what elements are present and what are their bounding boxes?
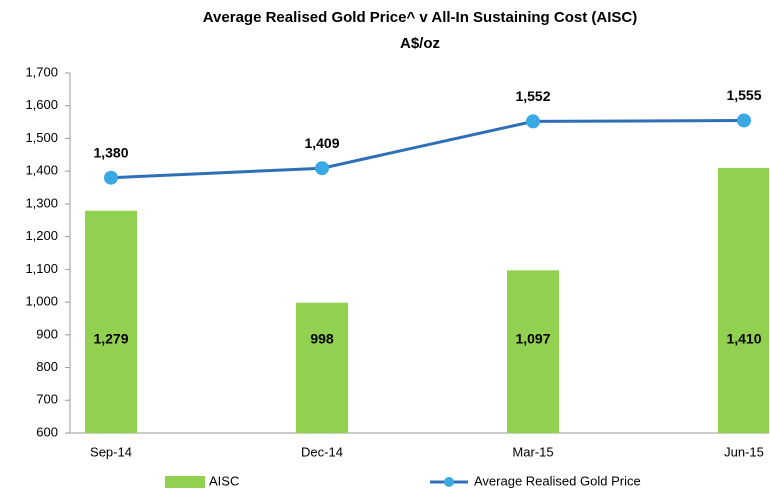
y-tick-label: 1,700	[25, 64, 58, 79]
x-tick-label: Mar-15	[512, 444, 553, 459]
bar	[85, 210, 137, 433]
chart-title: Average Realised Gold Price^ v All-In Su…	[203, 9, 637, 26]
x-tick-label: Jun-15	[724, 444, 764, 459]
y-tick-label: 1,200	[25, 228, 58, 243]
x-tick-label: Sep-14	[90, 444, 132, 459]
line-marker	[526, 114, 540, 129]
y-tick-label: 1,600	[25, 97, 58, 112]
line-marker	[104, 170, 118, 185]
line-value-label: 1,409	[304, 135, 339, 151]
bar-value-label: 1,279	[93, 331, 128, 347]
y-tick-label: 1,400	[25, 163, 58, 178]
line	[110, 118, 745, 180]
line-marker	[315, 161, 329, 176]
legend-marker	[444, 477, 454, 487]
chart-subtitle: A$/oz	[400, 35, 440, 52]
y-tick-label: 1,500	[25, 130, 58, 145]
y-tick-label: 1,300	[25, 195, 58, 210]
bar-value-label: 1,097	[515, 331, 550, 347]
y-tick-label: 800	[36, 359, 58, 374]
y-tick-label: 700	[36, 392, 58, 407]
line-value-label: 1,380	[93, 144, 128, 160]
y-tick-label: 600	[36, 424, 58, 439]
y-tick-label: 1,000	[25, 294, 58, 309]
bar	[718, 167, 769, 433]
line-value-label: 1,552	[515, 88, 550, 104]
y-tick-label: 1,100	[25, 261, 58, 276]
legend-label: AISC	[209, 473, 239, 488]
y-tick-label: 900	[36, 326, 58, 341]
line-marker	[737, 113, 751, 128]
bar	[296, 302, 348, 433]
bar	[507, 270, 559, 433]
bar-value-label: 1,410	[726, 331, 761, 347]
legend-swatch	[165, 476, 205, 488]
legend-label: Average Realised Gold Price	[474, 473, 641, 488]
x-tick-label: Dec-14	[301, 444, 343, 459]
bar-value-label: 998	[310, 331, 334, 347]
line-value-label: 1,555	[726, 87, 761, 103]
